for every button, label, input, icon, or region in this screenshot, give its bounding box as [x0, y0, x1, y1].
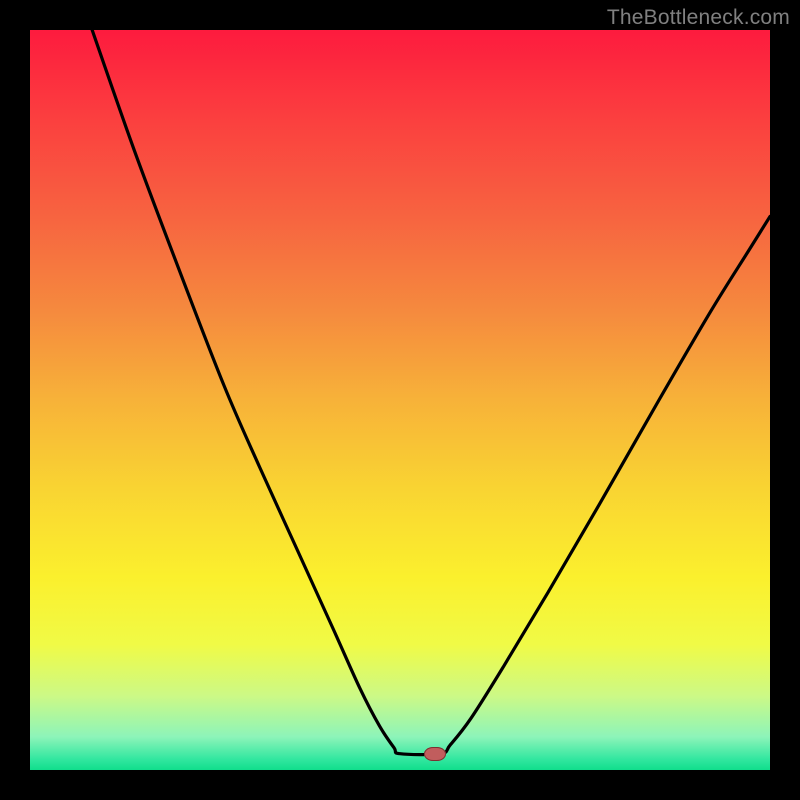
chart-stage: TheBottleneck.com: [0, 0, 800, 800]
optimal-point-marker: [424, 747, 446, 761]
plot-area: [30, 30, 770, 770]
watermark-label: TheBottleneck.com: [607, 6, 790, 30]
chart-svg: [30, 30, 770, 770]
